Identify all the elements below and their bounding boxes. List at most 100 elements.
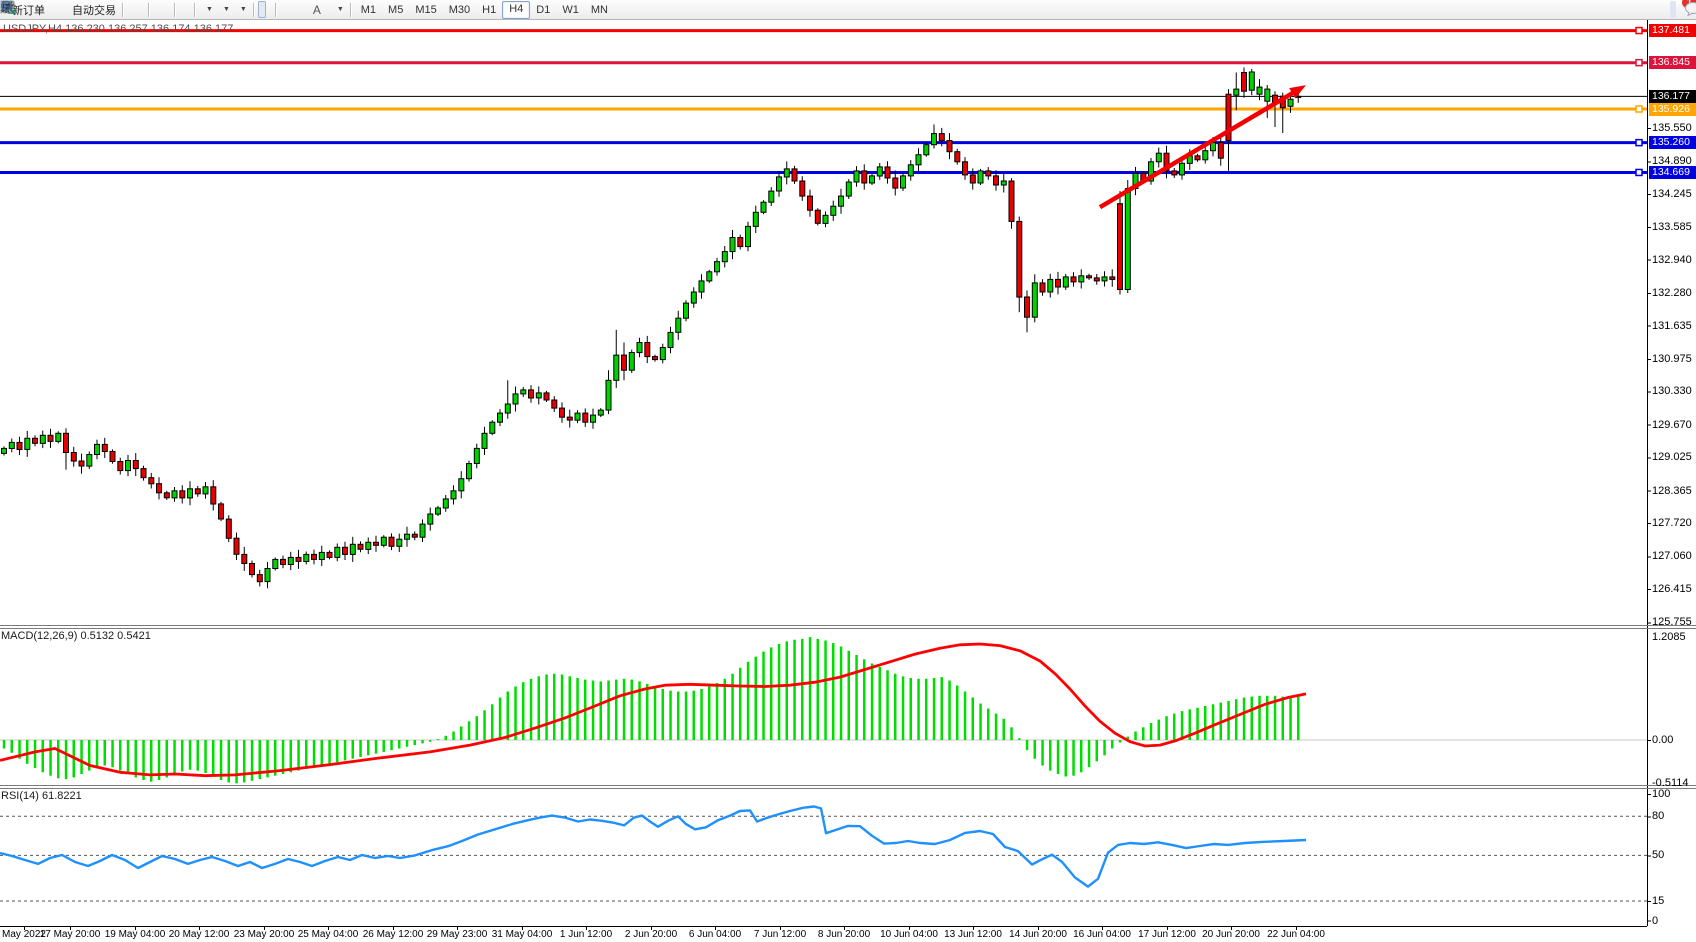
candle-body bbox=[597, 409, 604, 416]
candle-body bbox=[1217, 142, 1224, 159]
candle-body bbox=[8, 441, 15, 449]
macd-histogram-bar bbox=[181, 740, 184, 772]
hline-tool-button[interactable] bbox=[1, 1, 292, 18]
macd-histogram-bar bbox=[398, 740, 401, 749]
candle-body bbox=[962, 161, 968, 176]
candle-body bbox=[923, 144, 930, 156]
toolbar-separator bbox=[349, 2, 352, 17]
trend-arrow-head[interactable] bbox=[1289, 85, 1306, 99]
rsi-line bbox=[0, 805, 1307, 888]
fibonacci-tool-button[interactable]: F bbox=[1, 1, 310, 18]
macd-histogram-bar bbox=[483, 710, 486, 741]
macd-histogram-bar bbox=[1258, 695, 1261, 740]
macd-histogram-bar bbox=[576, 678, 579, 740]
candle-body bbox=[675, 317, 682, 333]
macd-histogram-bar bbox=[320, 740, 323, 766]
macd-histogram-bar bbox=[390, 740, 393, 751]
indicators-button[interactable]: ▼ bbox=[0, 1, 216, 18]
candle-body bbox=[969, 174, 976, 184]
macd-histogram-bar bbox=[870, 663, 874, 740]
crosshair-tool-button[interactable] bbox=[1, 1, 272, 18]
macd-histogram-bar bbox=[1033, 740, 1036, 759]
macd-histogram-bar bbox=[498, 697, 502, 740]
macd-histogram-bar bbox=[886, 670, 889, 740]
line-handle[interactable] bbox=[1635, 58, 1643, 67]
macd-histogram-bar bbox=[987, 708, 990, 740]
macd-histogram-bar bbox=[429, 740, 432, 742]
candle-body bbox=[140, 468, 147, 479]
price-tick-label: 129.670 bbox=[1652, 418, 1692, 431]
macd-histogram-bar bbox=[235, 740, 238, 784]
line-handle[interactable] bbox=[1635, 168, 1643, 177]
candle-body bbox=[39, 434, 46, 444]
candle-body bbox=[156, 483, 162, 494]
macd-histogram-bar bbox=[367, 740, 370, 756]
candle-body bbox=[1101, 276, 1108, 282]
macd-histogram-bar bbox=[258, 740, 261, 780]
chart-shift-button[interactable] bbox=[1, 1, 191, 18]
timeframe-d1[interactable]: D1 bbox=[536, 3, 551, 16]
candle-body bbox=[977, 170, 984, 184]
macd-histogram-bar bbox=[1087, 740, 1091, 768]
tile-windows-button[interactable] bbox=[1, 1, 171, 18]
auto-trading-button[interactable]: 自动交易 bbox=[1, 1, 119, 18]
vline-tool-button[interactable] bbox=[4, 1, 286, 18]
macd-histogram-bar bbox=[506, 691, 509, 740]
candle-body bbox=[652, 356, 658, 361]
candle-body bbox=[1078, 275, 1085, 283]
candle-body bbox=[249, 563, 255, 576]
macd-histogram-bar bbox=[1211, 704, 1215, 740]
line-handle[interactable] bbox=[1635, 105, 1643, 113]
candle-body bbox=[24, 437, 31, 450]
macd-histogram-bar bbox=[1064, 740, 1067, 777]
timeframe-m1[interactable]: M1 bbox=[360, 3, 377, 16]
timeframe-m30[interactable]: M30 bbox=[448, 3, 471, 16]
line-handle[interactable] bbox=[1635, 26, 1643, 35]
cursor-tool-button[interactable] bbox=[3, 1, 266, 18]
candle-body bbox=[117, 461, 124, 472]
timeframe-w1[interactable]: W1 bbox=[562, 3, 579, 16]
label-tool-button[interactable]: T bbox=[0, 0, 330, 18]
candle-body bbox=[752, 211, 759, 227]
channel-tool-button[interactable]: E bbox=[0, 1, 304, 18]
templates-button[interactable]: ▼ bbox=[0, 1, 250, 18]
macd-histogram-bar bbox=[250, 740, 254, 781]
macd-histogram-bar bbox=[1025, 740, 1029, 751]
candle-body bbox=[218, 503, 224, 520]
notifications-button[interactable]: 1 bbox=[1682, 0, 1696, 18]
price-tag-135.260: 135.260 bbox=[1649, 136, 1696, 150]
search-button[interactable] bbox=[1, 0, 1676, 18]
bollinger-upper-band bbox=[0, 45, 1306, 445]
trendline-tool-button[interactable] bbox=[1, 1, 298, 18]
dropdown-arrow-icon: ▼ bbox=[206, 6, 213, 13]
candle-body bbox=[396, 538, 403, 547]
timeframe-m15[interactable]: M15 bbox=[415, 3, 437, 16]
macd-histogram-bar bbox=[1297, 696, 1300, 740]
macd-histogram-bar bbox=[1095, 740, 1098, 762]
macd-histogram-bar bbox=[1149, 723, 1153, 740]
macd-histogram-bar bbox=[948, 680, 951, 740]
line-handle[interactable] bbox=[1635, 138, 1643, 147]
price-tick-label: 134.245 bbox=[1652, 187, 1692, 200]
text-tool-button[interactable]: A bbox=[310, 1, 324, 18]
candle-body bbox=[1117, 203, 1123, 290]
arrows-tool-button[interactable]: ▼ bbox=[1, 1, 347, 18]
macd-histogram-bar bbox=[281, 740, 285, 774]
macd-histogram-bar bbox=[452, 731, 455, 740]
macd-histogram-bar bbox=[994, 713, 998, 740]
periods-button[interactable]: ▼ bbox=[0, 0, 233, 18]
macd-histogram-bar bbox=[762, 651, 765, 740]
time-axis-label: 13 Jun 12:00 bbox=[944, 929, 1002, 940]
trend-arrow-line[interactable] bbox=[1098, 88, 1299, 210]
candle-body bbox=[1194, 155, 1201, 161]
price-tick-label: 133.585 bbox=[1652, 221, 1692, 234]
candle-body bbox=[985, 170, 992, 177]
chart-line-button[interactable] bbox=[0, 1, 145, 18]
timeframe-h4[interactable]: H4 bbox=[502, 0, 531, 19]
timeframe-h1[interactable]: H1 bbox=[482, 3, 497, 16]
timeframe-m5[interactable]: M5 bbox=[388, 3, 404, 16]
rsi-level-label: 100 bbox=[1652, 788, 1671, 800]
macd-histogram-bar bbox=[1103, 740, 1106, 756]
timeframe-mn[interactable]: MN bbox=[590, 3, 608, 16]
